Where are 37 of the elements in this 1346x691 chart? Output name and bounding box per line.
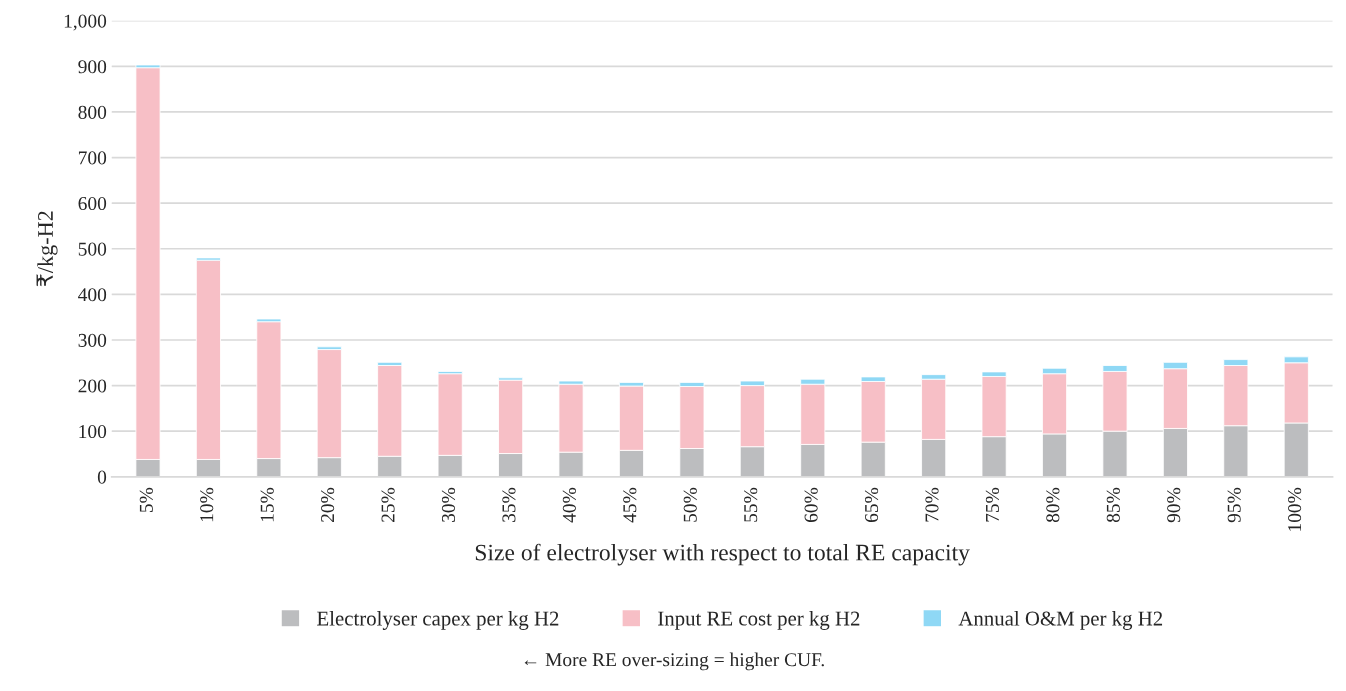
x-tick-label: 65% xyxy=(864,487,879,523)
y-tick-label: 900 xyxy=(78,60,107,74)
x-tick-label: 85% xyxy=(1106,487,1120,523)
legend-label: Electrolyser capex per kg H2 xyxy=(317,610,559,630)
legend-label: Input RE cost per kg H2 xyxy=(658,610,860,630)
x-tick-label: 60% xyxy=(804,487,818,523)
x-tick-label: 10% xyxy=(200,487,214,522)
legend-label: Annual O&M per kg H2 xyxy=(958,610,1163,630)
x-tick-label: 5% xyxy=(139,487,153,512)
y-tick-label: 300 xyxy=(78,333,107,347)
y-tick-label: 700 xyxy=(78,151,107,165)
y-tick-label: 800 xyxy=(78,105,107,119)
x-axis-title: Size of electrolyser with respect to total RE capacity xyxy=(475,543,970,566)
x-tick-label: 100% xyxy=(1288,487,1302,531)
x-tick-label: 35% xyxy=(502,487,516,522)
x-tick-label: 50% xyxy=(683,487,697,522)
x-tick-label: 45% xyxy=(623,487,637,523)
x-tick-label: 80% xyxy=(1046,487,1060,523)
x-tick-label: 55% xyxy=(744,487,758,522)
y-tick-label: 200 xyxy=(78,379,107,393)
x-tick-label: 20% xyxy=(321,487,335,522)
text: ← More RE over-sizing = higher CUF. xyxy=(524,652,824,671)
x-tick-label: 95% xyxy=(1227,487,1241,523)
y-tick-label: 0 xyxy=(97,470,107,484)
y-tick-label: 100 xyxy=(79,425,107,439)
y-tick-label: 1,000 xyxy=(64,14,107,31)
x-tick-label: 90% xyxy=(1167,487,1181,523)
x-tick-label: 70% xyxy=(925,487,939,522)
y-tick-label: 400 xyxy=(78,288,107,302)
y-tick-label: 600 xyxy=(78,196,107,211)
x-tick-label: 75% xyxy=(985,487,1000,522)
x-tick-label: 30% xyxy=(441,487,456,522)
x-tick-label: 40% xyxy=(562,487,576,523)
y-axis-title: ₹/kg-H2 xyxy=(36,211,58,287)
y-tick-label: 500 xyxy=(78,242,107,256)
x-tick-label: 15% xyxy=(260,487,274,522)
x-tick-label: 25% xyxy=(381,487,395,522)
